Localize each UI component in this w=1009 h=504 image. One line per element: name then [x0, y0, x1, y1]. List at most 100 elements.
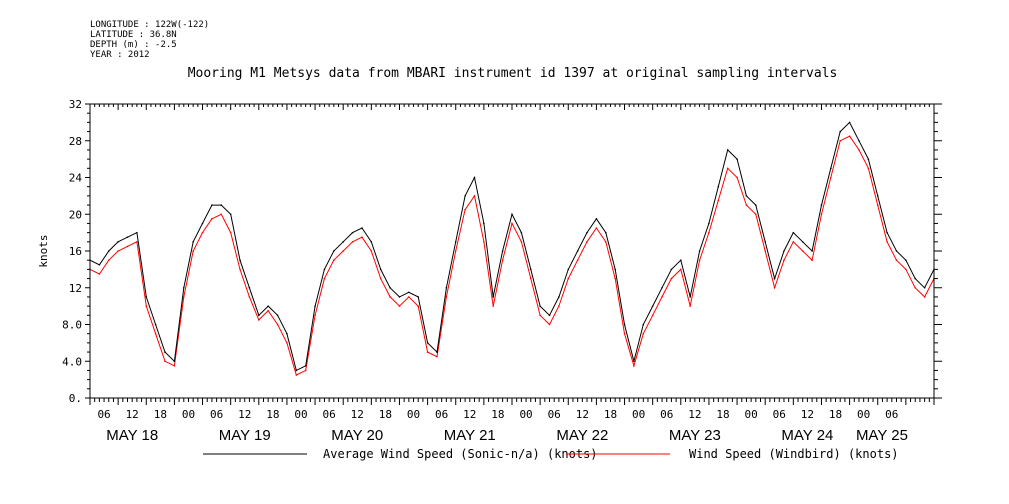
data-point: [154, 323, 157, 326]
x-tick-label: 12: [576, 408, 589, 421]
x-tick-label: 12: [238, 408, 251, 421]
data-point: [248, 296, 251, 298]
data-point: [858, 139, 860, 142]
data-point: [445, 296, 448, 298]
data-point: [548, 314, 551, 317]
data-point: [558, 305, 560, 307]
data-point: [773, 277, 776, 280]
data-point: [164, 351, 166, 353]
data-point: [295, 369, 298, 372]
x-tick-label: 18: [716, 408, 729, 421]
data-point: [604, 241, 607, 243]
data-point: [98, 273, 101, 275]
data-point: [107, 259, 110, 261]
data-point: [173, 360, 176, 363]
data-point: [801, 241, 804, 243]
data-point: [323, 277, 326, 280]
x-tick-label: 00: [519, 408, 532, 421]
data-point: [848, 121, 851, 124]
data-point: [314, 305, 316, 307]
x-tick-label: 12: [801, 408, 814, 421]
data-point: [783, 250, 785, 252]
x-tick-label: 06: [660, 408, 673, 421]
data-point: [576, 250, 579, 252]
data-point: [436, 351, 438, 353]
data-point: [539, 305, 541, 307]
data-point: [164, 360, 166, 363]
data-point: [801, 250, 804, 252]
data-point: [529, 277, 532, 280]
data-point: [136, 231, 138, 234]
data-point: [858, 149, 860, 151]
data-point: [914, 286, 917, 289]
data-point: [708, 222, 710, 225]
data-point: [755, 213, 757, 216]
data-point: [182, 296, 185, 298]
data-point: [173, 365, 176, 367]
data-point: [886, 231, 888, 234]
data-point: [454, 250, 457, 252]
data-point: [192, 250, 194, 252]
data-point: [595, 218, 598, 220]
data-point: [295, 374, 298, 376]
data-point: [783, 259, 785, 261]
data-point: [745, 195, 748, 197]
x-tick-label: 06: [97, 408, 110, 421]
data-point: [661, 286, 663, 289]
y-tick-label: 32: [69, 98, 82, 111]
data-point: [586, 241, 588, 243]
data-point: [154, 332, 157, 335]
data-point: [614, 268, 616, 271]
x-tick-label: 12: [126, 408, 139, 421]
data-point: [717, 199, 720, 202]
data-point: [567, 268, 570, 271]
data-point: [351, 231, 354, 234]
data-point: [895, 259, 898, 261]
data-point: [286, 332, 288, 335]
data-point: [511, 213, 513, 216]
data-point: [680, 268, 682, 271]
data-point: [473, 195, 476, 197]
data-point: [839, 130, 842, 133]
data-point: [670, 268, 673, 271]
data-point: [211, 204, 213, 206]
data-point: [304, 369, 307, 372]
data-point: [848, 135, 851, 137]
data-point: [501, 259, 504, 261]
data-point: [708, 231, 710, 234]
data-point: [107, 250, 110, 252]
data-point: [689, 305, 691, 307]
data-point: [379, 277, 382, 280]
data-point: [595, 227, 598, 229]
data-point: [876, 204, 879, 206]
data-point: [651, 314, 654, 317]
data-point: [201, 231, 204, 234]
data-point: [726, 167, 729, 170]
y-tick-label: 28: [69, 135, 82, 148]
data-point: [633, 365, 635, 367]
data-point: [914, 277, 917, 280]
x-tick-label: 12: [688, 408, 701, 421]
plot-frame: [89, 103, 935, 399]
data-point: [220, 204, 223, 206]
data-point: [417, 296, 420, 298]
data-point: [351, 241, 354, 243]
data-point: [923, 296, 926, 298]
data-point: [248, 286, 251, 289]
data-point: [895, 250, 898, 252]
date-label: MAY 19: [219, 427, 271, 444]
data-point: [745, 204, 748, 206]
data-point: [267, 305, 269, 307]
date-label: MAY 21: [444, 427, 496, 444]
data-point: [370, 250, 373, 252]
data-point: [276, 314, 279, 317]
date-label: MAY 18: [106, 427, 158, 444]
data-point: [258, 319, 260, 321]
data-point: [773, 286, 776, 289]
x-tick-label: 12: [463, 408, 476, 421]
data-point: [201, 222, 204, 225]
data-point: [501, 250, 504, 252]
data-point: [379, 268, 382, 271]
x-tick-label: 06: [885, 408, 898, 421]
data-point: [145, 305, 148, 307]
